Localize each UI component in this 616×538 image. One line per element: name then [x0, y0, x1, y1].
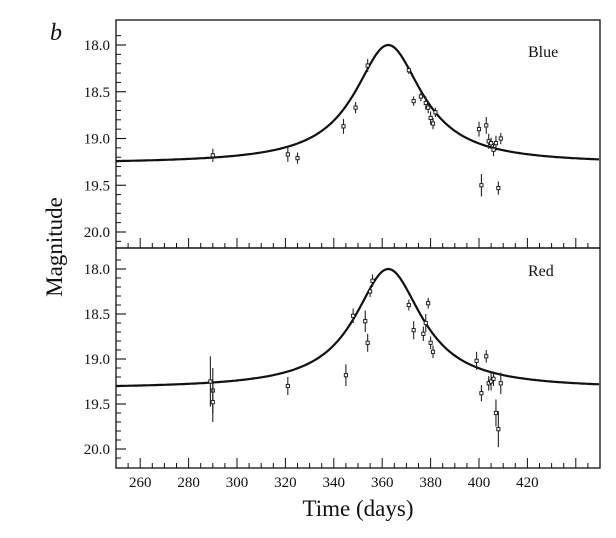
y-tick-label: 19.0: [84, 132, 110, 148]
data-point: [493, 141, 498, 146]
data-point: [295, 156, 300, 161]
x-tick-labels: 260 280 300 320 340 360 380 400 420: [129, 475, 539, 491]
y-tick-label: 19.0: [84, 352, 110, 368]
data-point: [343, 373, 348, 378]
data-point: [493, 410, 498, 416]
data-point: [426, 105, 431, 110]
data-point: [430, 349, 436, 354]
data-point: [406, 302, 411, 308]
fit-curve: [116, 43, 600, 163]
y-tick-label: 18.5: [84, 307, 110, 323]
x-tick-label: 360: [371, 475, 394, 491]
data-point: [498, 136, 503, 141]
data-point: [423, 320, 428, 326]
data-point: [370, 278, 375, 283]
x-tick-label: 260: [129, 475, 152, 491]
data-point: [484, 123, 489, 128]
y-tick-label: 18.0: [84, 38, 110, 54]
data-point: [479, 183, 484, 188]
data-point: [474, 358, 479, 363]
x-tick-label: 320: [274, 475, 297, 491]
data-point: [421, 331, 426, 336]
x-tick-label: 300: [226, 475, 249, 491]
data-point: [365, 340, 370, 345]
red-panel: 18.0 18.5 19.0 19.5 20.0 Red: [84, 247, 601, 469]
data-point: [496, 186, 501, 191]
data-point: [491, 376, 496, 381]
data-point: [430, 121, 436, 126]
data-point: [411, 328, 416, 333]
blue-panel-data: [116, 43, 600, 197]
data-point: [210, 153, 215, 158]
data-point: [489, 141, 494, 146]
data-point: [368, 289, 373, 294]
data-point: [285, 383, 290, 389]
data-point: [489, 379, 494, 384]
blue-panel-label: Blue: [528, 44, 558, 61]
figure-letter: b: [50, 20, 62, 46]
data-point: [498, 381, 503, 386]
data-point: [428, 115, 433, 120]
x-tick-label: 420: [516, 475, 539, 491]
data-point: [479, 391, 484, 396]
x-tick-label: 340: [323, 475, 346, 491]
data-point: [341, 124, 346, 129]
red-panel-frame: [115, 247, 601, 469]
red-panel-label: Red: [528, 263, 554, 280]
x-tick-label: 280: [177, 475, 200, 491]
y-tick-label: 20.0: [84, 225, 110, 241]
data-point: [423, 100, 428, 106]
y-tick-label: 18.5: [84, 85, 110, 101]
data-point: [433, 110, 438, 115]
red-panel-data: [116, 267, 600, 448]
data-point: [496, 427, 501, 432]
y-tick-label: 18.0: [84, 262, 110, 278]
data-point: [365, 63, 370, 68]
y-axis-title: Magnitude: [42, 197, 67, 297]
x-tick-label: 380: [419, 475, 442, 491]
data-point: [491, 147, 496, 152]
data-point: [353, 105, 358, 110]
data-point: [426, 301, 431, 306]
fit-curve: [116, 267, 600, 388]
red-panel-ticks: 18.0 18.5 19.0 19.5 20.0: [84, 259, 589, 468]
data-point: [476, 127, 482, 132]
data-point: [351, 313, 356, 318]
y-tick-label: 20.0: [84, 442, 110, 458]
data-point: [406, 68, 411, 73]
data-point: [208, 379, 213, 384]
data-point: [210, 400, 215, 405]
blue-panel-ticks: 18.0 18.5 19.0 19.5 20.0: [84, 35, 589, 248]
x-tick-label: 400: [468, 475, 491, 491]
data-point: [418, 94, 423, 99]
y-tick-label: 19.5: [84, 178, 110, 194]
blue-panel: 18.0 18.5 19.0 19.5 20.0 Blue: [84, 19, 601, 249]
data-point: [428, 340, 433, 345]
data-point: [484, 354, 489, 359]
data-point: [285, 152, 290, 157]
data-point: [363, 319, 368, 324]
x-axis-title: Time (days): [303, 496, 414, 521]
y-tick-label: 19.5: [84, 397, 110, 413]
data-point: [411, 99, 416, 104]
